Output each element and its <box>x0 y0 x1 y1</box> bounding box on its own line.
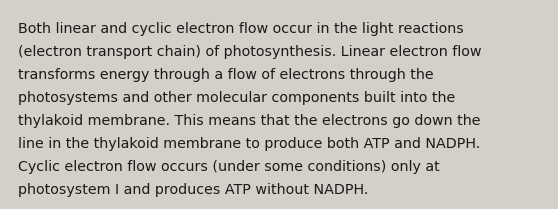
Text: thylakoid membrane. This means that the electrons go down the: thylakoid membrane. This means that the … <box>18 114 480 128</box>
Text: (electron transport chain) of photosynthesis. Linear electron flow: (electron transport chain) of photosynth… <box>18 45 482 59</box>
Text: Both linear and cyclic electron flow occur in the light reactions: Both linear and cyclic electron flow occ… <box>18 22 464 36</box>
Text: photosystems and other molecular components built into the: photosystems and other molecular compone… <box>18 91 455 105</box>
Text: transforms energy through a flow of electrons through the: transforms energy through a flow of elec… <box>18 68 434 82</box>
Text: Cyclic electron flow occurs (under some conditions) only at: Cyclic electron flow occurs (under some … <box>18 160 440 174</box>
Text: line in the thylakoid membrane to produce both ATP and NADPH.: line in the thylakoid membrane to produc… <box>18 137 480 151</box>
Text: photosystem I and produces ATP without NADPH.: photosystem I and produces ATP without N… <box>18 183 368 197</box>
